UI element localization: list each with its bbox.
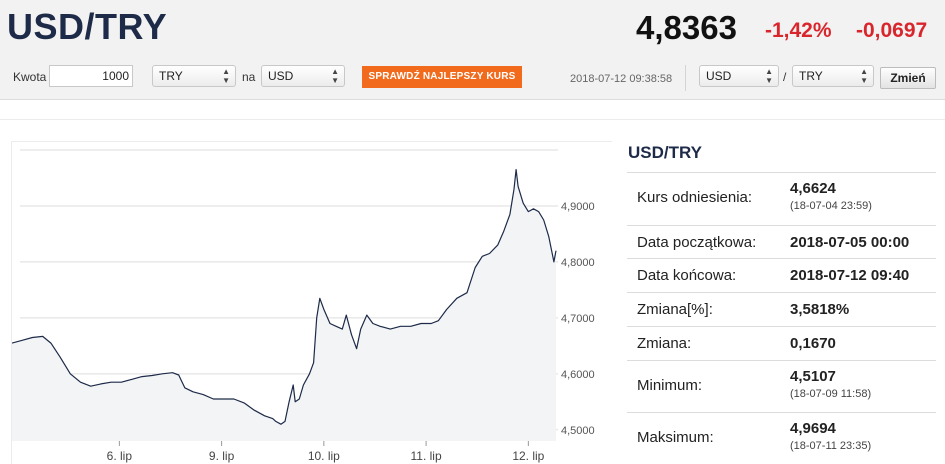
amount-input[interactable] — [49, 65, 133, 87]
select-arrows-icon: ▲ ▼ — [860, 67, 868, 85]
series-line — [12, 169, 557, 425]
to-currency-select[interactable]: USD ▲ ▼ — [261, 65, 345, 87]
chart-panel: 4,5000 4,6000 4,7000 4,8000 4,9000 6. lip 9. l… — [11, 141, 612, 464]
series-area — [12, 169, 556, 441]
stat-label: Minimum: — [637, 377, 703, 394]
change-percent: -1,42% — [765, 19, 832, 42]
from-currency-value: TRY — [159, 69, 183, 83]
from-currency-select[interactable]: TRY ▲ ▼ — [152, 65, 236, 87]
rate-chart: 4,5000 4,6000 4,7000 4,8000 4,9000 6. lip 9. l… — [12, 149, 595, 463]
stat-value: 4,5107 — [790, 368, 836, 385]
best-rate-button[interactable]: SPRAWDŹ NAJLEPSZY KURS — [362, 66, 522, 88]
x-tick-label: 9. lip — [209, 449, 235, 463]
x-tick-label: 6. lip — [107, 449, 133, 463]
base-currency-select[interactable]: USD ▲ ▼ — [699, 65, 779, 87]
stat-row-maximum: Maksimum: 4,9694 (18-07-11 23:35) — [627, 413, 936, 464]
stat-label: Kurs odniesienia: — [637, 189, 753, 206]
stat-label: Data początkowa: — [637, 234, 757, 251]
stats-panel: USD/TRY Kurs odniesienia: 4,6624 (18-07-… — [627, 141, 936, 464]
stat-value: 2018-07-05 00:00 — [790, 234, 910, 251]
timestamp: 2018-07-12 09:38:58 — [570, 73, 673, 85]
swap-button[interactable]: Zmień — [880, 67, 936, 89]
converter-toolbar: Kwota TRY ▲▼ na USD ▲▼ SPRAWDŹ NAJLEPSZY… — [0, 57, 945, 100]
base-currency-value: USD — [706, 69, 732, 83]
x-tick-label: 11. lip — [411, 449, 442, 463]
stat-row-change: Zmiana: 0,1670 — [627, 327, 936, 361]
stats-title: USD/TRY — [627, 141, 936, 173]
y-tick-label: 4,8000 — [561, 257, 595, 269]
spacer-band — [0, 100, 945, 120]
pair-separator: / — [783, 70, 787, 84]
stat-row-change-pct: Zmiana[%]: 3,5818% — [627, 293, 936, 327]
stat-row-minimum: Minimum: 4,5107 (18-07-09 11:58) — [627, 361, 936, 413]
page-title: USD/TRY — [7, 6, 168, 47]
stat-value: 2018-07-12 09:40 — [790, 267, 910, 284]
stat-sub: (18-07-09 11:58) — [790, 388, 872, 400]
x-tick-label: 10. lip — [308, 449, 340, 463]
stat-value: 3,5818% — [790, 301, 850, 318]
divider — [685, 65, 686, 91]
stat-sub: (18-07-04 23:59) — [790, 200, 872, 212]
stat-label: Data końcowa: — [637, 267, 737, 284]
change-absolute: -0,0697 — [856, 19, 928, 42]
x-tick-label: 12. lip — [512, 449, 544, 463]
stat-sub: (18-07-11 23:35) — [790, 440, 872, 452]
header-bar: USD/TRY 4,8363 -1,42% -0,0697 — [0, 0, 945, 57]
stat-label: Zmiana: — [637, 335, 692, 352]
current-rate: 4,8363 — [636, 9, 737, 46]
stat-row-end-date: Data końcowa: 2018-07-12 09:40 — [627, 259, 936, 293]
quote-currency-select[interactable]: TRY ▲ ▼ — [792, 65, 874, 87]
y-tick-label: 4,9000 — [561, 201, 595, 213]
select-arrows-icon: ▲ ▼ — [222, 67, 230, 85]
y-tick-label: 4,5000 — [561, 425, 595, 437]
stat-value: 4,9694 — [790, 420, 836, 437]
amount-label: Kwota — [13, 70, 47, 84]
quote-currency-value: TRY — [799, 69, 823, 83]
stat-label: Zmiana[%]: — [637, 301, 713, 318]
to-label: na — [242, 70, 256, 84]
stat-value: 4,6624 — [790, 180, 836, 197]
to-currency-value: USD — [268, 69, 294, 83]
stat-value: 0,1670 — [790, 335, 836, 352]
stat-row-reference: Kurs odniesienia: 4,6624 (18-07-04 23:59… — [627, 173, 936, 226]
select-arrows-icon: ▲ ▼ — [765, 67, 773, 85]
stat-row-start-date: Data początkowa: 2018-07-05 00:00 — [627, 226, 936, 259]
stat-label: Maksimum: — [637, 429, 714, 446]
y-tick-label: 4,7000 — [561, 313, 595, 325]
y-tick-label: 4,6000 — [561, 369, 595, 381]
select-arrows-icon: ▲ ▼ — [331, 67, 339, 85]
